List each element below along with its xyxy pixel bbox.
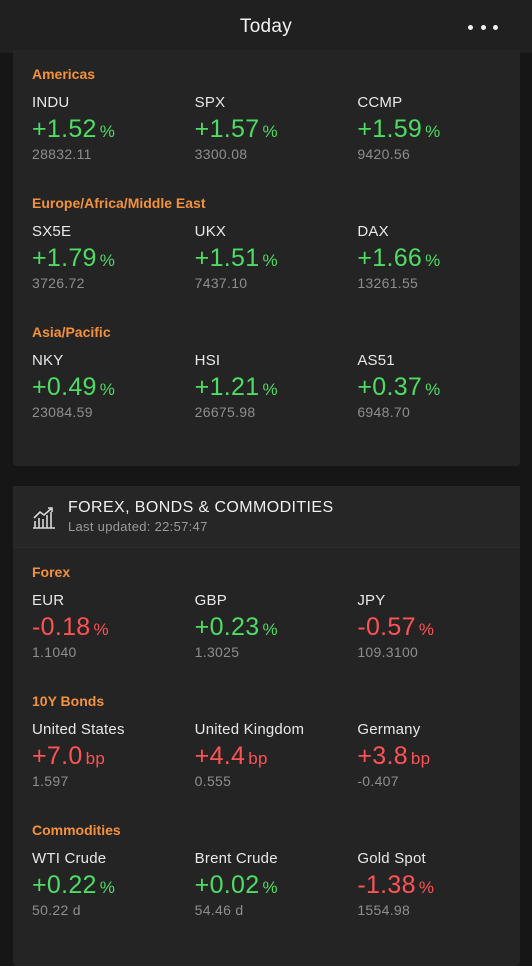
quote-name: JPY	[357, 592, 386, 609]
section-title: Asia/Pacific	[32, 324, 111, 340]
quote-change: +0.49%	[32, 373, 116, 401]
quote-change: +7.0 bp	[32, 742, 106, 770]
quote-change: +0.37%	[357, 373, 441, 401]
section-americas: Americas INDU +1.52% 28832.11 SPX +1.57%…	[13, 50, 520, 163]
quote-as51[interactable]: AS51 +0.37% 6948.70	[357, 352, 520, 421]
quote-dax[interactable]: DAX +1.66% 13261.55	[357, 223, 520, 292]
quote-gold-spot[interactable]: Gold Spot -1.38% 1554.98	[357, 850, 520, 919]
quote-de-10y[interactable]: Germany +3.8 bp -0.407	[357, 721, 520, 790]
top-bar: Today	[0, 0, 532, 53]
quote-eur[interactable]: EUR -0.18% 1.1040	[32, 592, 195, 661]
quote-sx5e[interactable]: SX5E +1.79% 3726.72	[32, 223, 195, 292]
quote-name: United States	[32, 721, 125, 738]
quote-name: CCMP	[357, 94, 403, 111]
quote-price: 28832.11	[32, 146, 92, 162]
quote-price: 7437.10	[194, 275, 248, 291]
quote-change: +0.02%	[194, 871, 278, 899]
quote-price: 1.597	[32, 773, 69, 789]
section-forex: Forex EUR -0.18% 1.1040 GBP +0.23% 1.302…	[13, 548, 520, 661]
quote-price: 6948.70	[357, 404, 411, 420]
quote-ccmp[interactable]: CCMP +1.59% 9420.56	[357, 94, 520, 163]
quote-wti-crude[interactable]: WTI Crude +0.22% 50.22 d	[32, 850, 195, 919]
quote-brent-crude[interactable]: Brent Crude +0.02% 54.46 d	[195, 850, 358, 919]
section-title: Forex	[32, 564, 71, 580]
quote-change: +1.21%	[194, 373, 278, 401]
quote-spx[interactable]: SPX +1.57% 3300.08	[195, 94, 358, 163]
quote-name: GBP	[194, 592, 227, 609]
quote-name: AS51	[357, 352, 395, 369]
quote-jpy[interactable]: JPY -0.57% 109.3100	[357, 592, 520, 661]
quote-price: 0.555	[194, 773, 232, 789]
quote-name: United Kingdom	[194, 721, 305, 738]
quote-indu[interactable]: INDU +1.52% 28832.11	[32, 94, 195, 163]
quote-price: 1.3025	[194, 644, 240, 660]
section-commodities: Commodities WTI Crude +0.22% 50.22 d Bre…	[13, 790, 520, 919]
quote-price: 1.1040	[32, 644, 77, 660]
quote-change: +1.66%	[357, 244, 441, 272]
quote-nky[interactable]: NKY +0.49% 23084.59	[32, 352, 195, 421]
quote-price: 9420.56	[357, 146, 411, 162]
quote-name: UKX	[194, 223, 227, 240]
quote-change: -0.18%	[32, 613, 109, 641]
quote-change: +0.23%	[194, 613, 278, 641]
chart-trend-icon	[33, 506, 55, 529]
quote-name: EUR	[32, 592, 65, 609]
quote-gbp[interactable]: GBP +0.23% 1.3025	[195, 592, 358, 661]
quote-price: 3726.72	[32, 275, 85, 291]
quote-name: HSI	[194, 352, 221, 369]
quote-name: Gold Spot	[357, 850, 426, 867]
quote-change: +1.79%	[32, 244, 116, 272]
quote-name: WTI Crude	[32, 850, 107, 867]
more-options-icon[interactable]	[468, 18, 498, 36]
quote-price: 1554.98	[357, 902, 411, 918]
quote-name: Germany	[357, 721, 421, 738]
quote-hsi[interactable]: HSI +1.21% 26675.98	[195, 352, 358, 421]
section-title: Commodities	[32, 822, 121, 838]
quote-price: 3300.08	[194, 146, 248, 162]
quote-change: +1.57%	[194, 115, 278, 143]
quote-us-10y[interactable]: United States +7.0 bp 1.597	[32, 721, 195, 790]
quote-change: +1.51%	[194, 244, 278, 272]
quote-change: +0.22%	[32, 871, 116, 899]
quote-change: +4.4 bp	[194, 742, 268, 770]
quote-change: +3.8 bp	[357, 742, 431, 770]
page-title: Today	[239, 15, 293, 37]
section-title: Americas	[32, 66, 96, 82]
quote-change: +1.52%	[32, 115, 116, 143]
card-header[interactable]: FOREX, BONDS & COMMODITIES Last updated:…	[13, 486, 520, 548]
section-title: 10Y Bonds	[32, 693, 105, 709]
section-emea: Europe/Africa/Middle East SX5E +1.79% 37…	[13, 163, 520, 292]
quote-name: SX5E	[32, 223, 72, 240]
indices-card: Americas INDU +1.52% 28832.11 SPX +1.57%…	[13, 50, 520, 466]
quote-price: 23084.59	[32, 404, 93, 420]
quote-change: -0.57%	[357, 613, 435, 641]
quote-uk-10y[interactable]: United Kingdom +4.4 bp 0.555	[195, 721, 358, 790]
quote-name: NKY	[32, 352, 64, 369]
fx-bonds-commodities-card: FOREX, BONDS & COMMODITIES Last updated:…	[13, 486, 520, 966]
section-title: Europe/Africa/Middle East	[32, 195, 206, 211]
quote-price: 54.46 d	[194, 902, 244, 918]
quote-ukx[interactable]: UKX +1.51% 7437.10	[195, 223, 358, 292]
quote-name: INDU	[32, 94, 70, 111]
quote-price: -0.407	[357, 773, 399, 789]
quote-price: 109.3100	[357, 644, 419, 660]
quote-price: 50.22 d	[32, 902, 81, 918]
section-asia-pacific: Asia/Pacific NKY +0.49% 23084.59 HSI +1.…	[13, 292, 520, 421]
quote-price: 26675.98	[194, 404, 256, 420]
quote-price: 13261.55	[357, 275, 419, 291]
quote-change: -1.38%	[357, 871, 435, 899]
quote-name: Brent Crude	[194, 850, 278, 867]
quote-name: DAX	[357, 223, 389, 240]
quote-change: +1.59%	[357, 115, 441, 143]
card-title: FOREX, BONDS & COMMODITIES	[68, 499, 334, 516]
last-updated: Last updated: 22:57:47	[68, 519, 208, 534]
quote-name: SPX	[194, 94, 226, 111]
section-10y-bonds: 10Y Bonds United States +7.0 bp 1.597 Uni…	[13, 661, 520, 790]
